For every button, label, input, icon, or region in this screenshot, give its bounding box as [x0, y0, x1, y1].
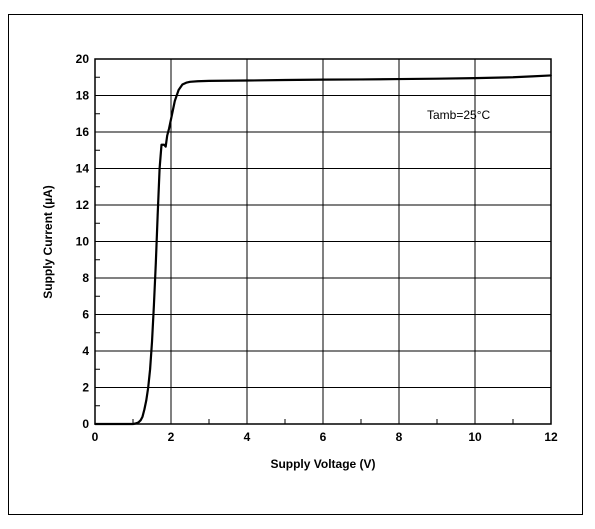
data-point	[160, 143, 163, 146]
y-tick-labels: 0 2 4 6 8 10 12 14 16 18 20	[76, 52, 90, 431]
x-tick-label: 12	[544, 430, 558, 444]
data-point	[113, 423, 115, 425]
data-point	[174, 100, 176, 102]
data-point	[284, 79, 286, 81]
data-point	[398, 78, 400, 80]
chart-frame	[8, 14, 583, 515]
y-tick-label: 6	[82, 308, 89, 322]
y-tick-label: 10	[76, 235, 90, 249]
x-tick-label: 4	[244, 430, 251, 444]
data-point	[170, 118, 172, 121]
data-point	[208, 80, 210, 82]
x-tick-label: 8	[396, 430, 403, 444]
x-tick-label: 10	[468, 430, 482, 444]
y-tick-label: 4	[82, 344, 89, 358]
y-tick-label: 14	[76, 162, 90, 176]
data-point	[94, 423, 96, 425]
data-point	[246, 79, 248, 82]
data-point	[531, 75, 533, 78]
temperature-annotation: Tamb=25°C	[427, 108, 490, 122]
y-tick-label: 2	[82, 381, 89, 395]
y-tick-label: 12	[76, 198, 90, 212]
data-point	[156, 213, 159, 215]
y-tick-label: 16	[76, 125, 90, 139]
data-point	[137, 421, 140, 423]
data-point	[136, 422, 138, 424]
data-point	[168, 127, 170, 130]
x-axis-title: Supply Voltage (V)	[270, 457, 375, 471]
data-point-layer	[94, 74, 552, 425]
y-tick-label: 8	[82, 271, 89, 285]
data-point	[134, 422, 136, 425]
data-point	[196, 80, 199, 83]
minor-tick-layer	[95, 76, 514, 424]
data-point	[153, 304, 155, 307]
data-point	[164, 145, 167, 148]
data-point	[550, 74, 552, 77]
x-tick-label: 2	[168, 430, 175, 444]
data-point	[436, 77, 438, 80]
data-point	[149, 368, 151, 371]
data-point	[322, 78, 324, 81]
x-tick-labels: 0 2 4 6 8 10 12	[92, 430, 558, 444]
data-point	[139, 419, 142, 422]
x-tick-label: 0	[92, 430, 99, 444]
data-point	[161, 143, 164, 146]
data-point	[172, 109, 174, 111]
y-tick-label: 18	[76, 89, 90, 103]
data-point	[177, 89, 180, 91]
y-tick-label: 20	[76, 52, 90, 66]
data-point	[145, 399, 148, 402]
data-point	[189, 81, 191, 83]
data-point	[360, 78, 362, 81]
data-point	[141, 415, 144, 418]
data-point	[163, 143, 165, 146]
plot-border	[94, 58, 552, 425]
data-point	[151, 341, 153, 343]
x-tick-label: 6	[320, 430, 327, 444]
data-point	[166, 134, 168, 137]
data-point	[512, 76, 514, 79]
data-point	[474, 77, 476, 79]
data-point	[181, 83, 184, 86]
data-point	[147, 386, 149, 389]
data-point	[185, 81, 187, 84]
data-point	[132, 423, 134, 425]
y-tick-label: 0	[82, 417, 89, 431]
data-point	[155, 262, 157, 265]
data-point	[143, 408, 146, 411]
data-point	[158, 167, 161, 170]
y-axis-title: Supply Current (µA)	[41, 185, 55, 299]
